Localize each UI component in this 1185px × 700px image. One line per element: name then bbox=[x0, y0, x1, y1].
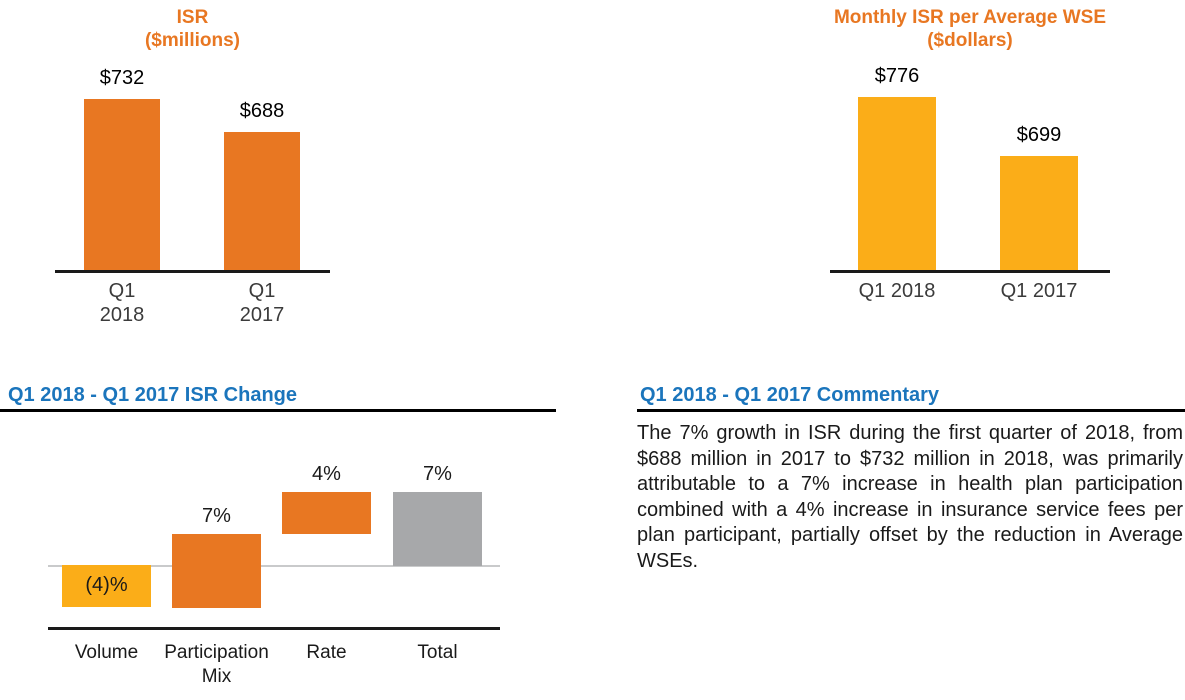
category-label: Q1 2018 bbox=[858, 280, 936, 302]
bar-q1-2017 bbox=[224, 132, 300, 270]
waterfall-bar-volume bbox=[62, 565, 151, 607]
isr-chart-plot: $732 $688 bbox=[55, 49, 330, 273]
waterfall-title-rule bbox=[0, 409, 556, 412]
wse-chart-title: Monthly ISR per Average WSE ($dollars) bbox=[828, 6, 1112, 52]
zero-line bbox=[48, 565, 500, 567]
category-label: Total bbox=[417, 642, 458, 663]
isr-chart-category-axis: Q1 2018 Q1 2017 bbox=[55, 279, 330, 335]
isr-chart-title-line1: ISR bbox=[176, 7, 209, 28]
waterfall-value-label: 7% bbox=[423, 463, 452, 485]
waterfall-category-axis: Volume Participation Mix Rate Total bbox=[48, 641, 500, 697]
waterfall-value-label: 7% bbox=[202, 505, 231, 527]
commentary-title-rule bbox=[637, 409, 1185, 412]
bar-value-label: $699 bbox=[1016, 124, 1062, 146]
isr-chart-title: ISR ($millions) bbox=[55, 6, 330, 52]
waterfall-plot: (4)% 7% 4% 7% bbox=[48, 445, 500, 630]
bar-q1-2017 bbox=[1000, 156, 1078, 270]
bar-q1-2018 bbox=[84, 99, 160, 270]
category-label: Q1 2018 bbox=[99, 280, 145, 326]
bar-q1-2018 bbox=[858, 97, 936, 270]
commentary-title: Q1 2018 - Q1 2017 Commentary bbox=[640, 384, 940, 406]
category-label: Volume bbox=[74, 642, 139, 663]
isr-chart-title-line2: ($millions) bbox=[144, 30, 240, 51]
wse-chart-title-line1: Monthly ISR per Average WSE bbox=[833, 7, 1107, 28]
category-label: Participation Mix bbox=[164, 642, 269, 687]
bar-value-label: $688 bbox=[239, 100, 285, 122]
wse-chart-plot: $776 $699 bbox=[830, 40, 1110, 273]
waterfall-title: Q1 2018 - Q1 2017 ISR Change bbox=[8, 384, 298, 406]
category-label: Q1 2017 bbox=[1000, 280, 1078, 302]
bar-value-label: $776 bbox=[874, 65, 920, 87]
category-label: Rate bbox=[306, 642, 347, 663]
bar-value-label: $732 bbox=[99, 67, 145, 89]
waterfall-bar-participation-mix bbox=[172, 534, 261, 608]
waterfall-value-label: (4)% bbox=[85, 574, 128, 596]
waterfall-value-label: 4% bbox=[312, 463, 341, 485]
commentary-body: The 7% growth in ISR during the first qu… bbox=[637, 422, 1183, 572]
wse-chart-category-axis: Q1 2018 Q1 2017 bbox=[830, 279, 1110, 335]
category-label: Q1 2017 bbox=[239, 280, 285, 326]
waterfall-bar-total bbox=[393, 492, 482, 566]
waterfall-bar-rate bbox=[282, 492, 371, 534]
wse-chart-title-line2: ($dollars) bbox=[927, 30, 1013, 51]
